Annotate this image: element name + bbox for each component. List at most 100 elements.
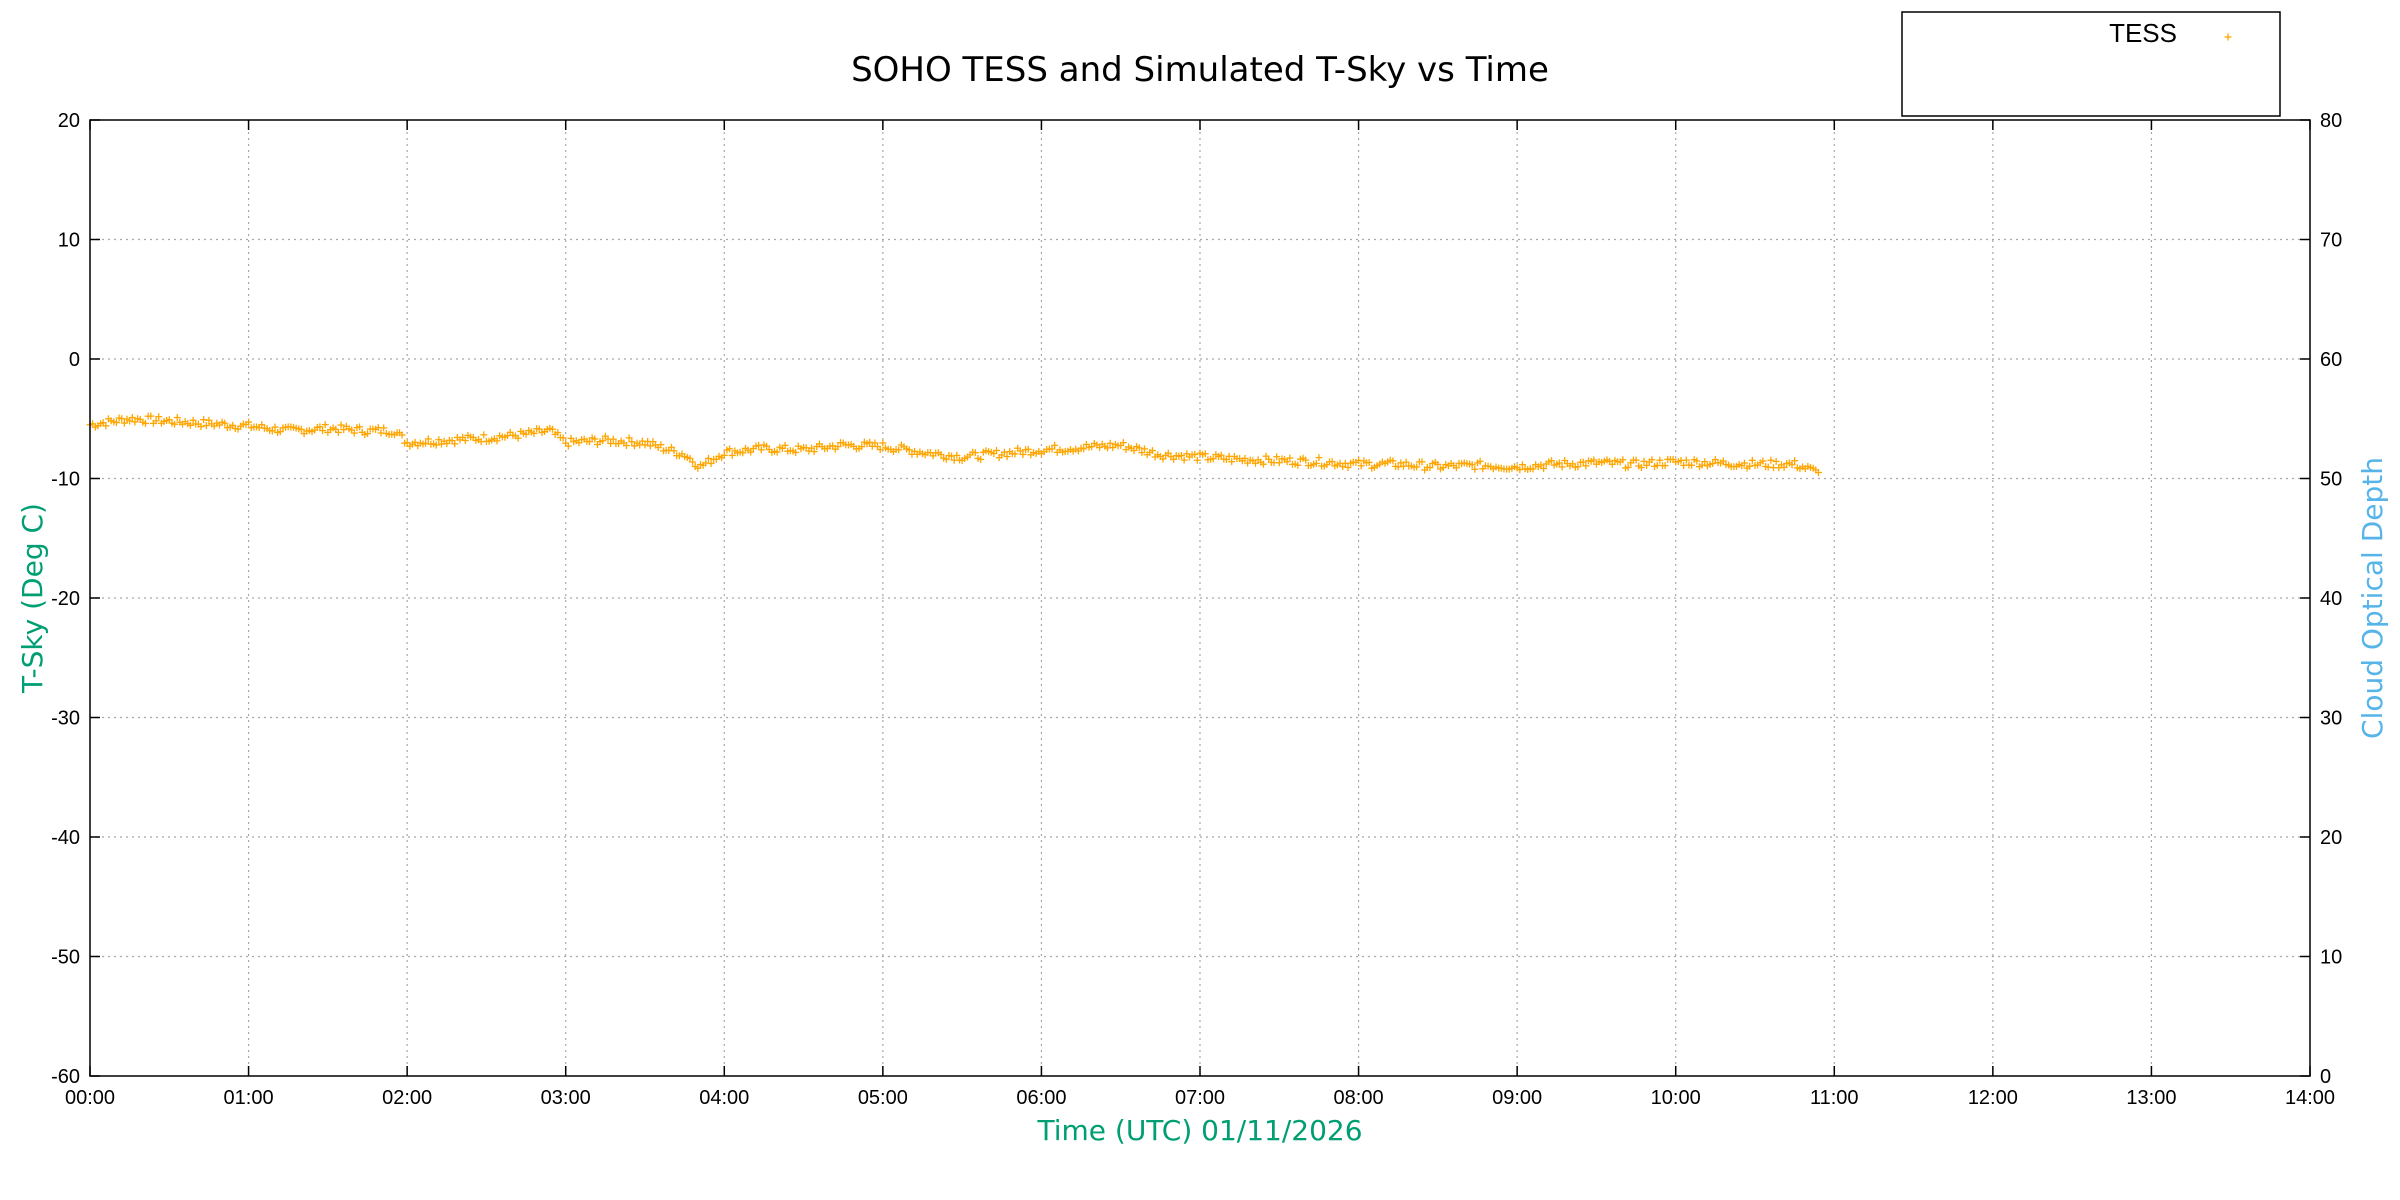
data-point bbox=[271, 423, 279, 431]
y-tick-label: -60 bbox=[51, 1066, 80, 1088]
data-point bbox=[380, 424, 388, 432]
data-point bbox=[1148, 447, 1156, 455]
data-point bbox=[1080, 445, 1088, 453]
data-point bbox=[1413, 463, 1421, 471]
data-point bbox=[1516, 466, 1524, 474]
data-point bbox=[1788, 461, 1796, 469]
data-point bbox=[1209, 455, 1217, 463]
data-point bbox=[1624, 463, 1632, 471]
data-point bbox=[1294, 461, 1302, 469]
data-point bbox=[356, 423, 364, 431]
y2-tick-label: 40 bbox=[2320, 588, 2342, 610]
data-point bbox=[1746, 462, 1754, 470]
data-point bbox=[559, 434, 567, 442]
data-point bbox=[657, 441, 665, 449]
data-point bbox=[1159, 455, 1167, 463]
y2-tick-label: 50 bbox=[2320, 469, 2342, 491]
y2-tick-label: 70 bbox=[2320, 230, 2342, 252]
data-point bbox=[1170, 455, 1178, 463]
data-point bbox=[1558, 463, 1566, 471]
data-point bbox=[1051, 441, 1059, 449]
grid bbox=[90, 120, 2310, 1076]
data-point bbox=[480, 431, 488, 439]
data-point bbox=[1637, 464, 1645, 472]
data-point bbox=[319, 427, 327, 435]
series-tess bbox=[86, 412, 1822, 477]
data-point bbox=[102, 422, 110, 430]
data-point bbox=[1106, 439, 1114, 447]
data-point bbox=[858, 443, 866, 451]
data-point bbox=[202, 422, 210, 430]
data-point bbox=[720, 451, 728, 459]
data-point bbox=[1619, 456, 1627, 464]
data-point bbox=[155, 413, 163, 421]
data-point bbox=[1740, 459, 1748, 467]
data-point bbox=[1357, 462, 1365, 470]
data-point bbox=[599, 437, 607, 445]
data-point bbox=[1688, 461, 1696, 469]
data-point bbox=[1135, 444, 1143, 452]
data-point bbox=[493, 437, 501, 445]
data-point bbox=[432, 441, 440, 449]
x-tick-label: 04:00 bbox=[699, 1087, 749, 1109]
x-tick-label: 07:00 bbox=[1175, 1087, 1225, 1109]
data-point bbox=[147, 412, 155, 420]
data-point bbox=[628, 438, 636, 446]
data-point bbox=[747, 448, 755, 456]
data-point bbox=[876, 446, 884, 454]
x-tick-label: 13:00 bbox=[2126, 1087, 2176, 1109]
x-tick-label: 02:00 bbox=[382, 1087, 432, 1109]
data-point bbox=[646, 442, 654, 450]
data-point bbox=[398, 431, 406, 439]
data-point bbox=[728, 451, 736, 459]
data-point bbox=[1365, 458, 1373, 466]
x-tick-label: 12:00 bbox=[1968, 1087, 2018, 1109]
data-point bbox=[937, 451, 945, 459]
data-point bbox=[268, 427, 276, 435]
data-point bbox=[205, 416, 213, 424]
data-point bbox=[186, 421, 194, 429]
data-point bbox=[197, 423, 205, 431]
data-point bbox=[1286, 454, 1294, 462]
data-point bbox=[1273, 453, 1281, 461]
y2-tick-label: 30 bbox=[2320, 708, 2342, 730]
x-tick-label: 06:00 bbox=[1016, 1087, 1066, 1109]
data-point bbox=[1608, 460, 1616, 468]
data-point bbox=[1555, 459, 1563, 467]
data-point bbox=[1574, 463, 1582, 471]
data-point bbox=[773, 448, 781, 456]
data-point bbox=[514, 434, 522, 442]
data-point bbox=[1019, 450, 1027, 458]
data-point bbox=[350, 429, 358, 437]
data-point bbox=[221, 419, 229, 427]
data-point bbox=[1275, 459, 1283, 467]
data-point bbox=[1759, 457, 1767, 465]
data-point bbox=[535, 425, 543, 433]
y-tick-label: -20 bbox=[51, 588, 80, 610]
data-point bbox=[1682, 456, 1690, 464]
data-point bbox=[953, 451, 961, 459]
y-tick-label: -10 bbox=[51, 469, 80, 491]
y-axis-label: T-Sky (Deg C) bbox=[16, 503, 49, 694]
y-tick-label: -50 bbox=[51, 947, 80, 969]
data-point bbox=[623, 442, 630, 450]
x-tick-label: 00:00 bbox=[65, 1087, 115, 1109]
data-point bbox=[364, 430, 371, 438]
x-tick-label: 05:00 bbox=[858, 1087, 908, 1109]
data-point bbox=[670, 447, 678, 455]
data-point bbox=[1814, 469, 1822, 477]
data-point bbox=[871, 439, 879, 447]
data-point bbox=[1579, 458, 1587, 466]
data-point bbox=[1344, 463, 1352, 471]
x-tick-label: 03:00 bbox=[541, 1087, 591, 1109]
data-point bbox=[1767, 456, 1775, 464]
y2-tick-label: 60 bbox=[2320, 349, 2342, 371]
data-point bbox=[625, 434, 633, 442]
data-point bbox=[781, 441, 789, 449]
data-point bbox=[1709, 459, 1717, 467]
data-point bbox=[1434, 460, 1442, 468]
data-point bbox=[403, 439, 411, 447]
data-point bbox=[152, 417, 160, 425]
data-point bbox=[112, 419, 120, 427]
